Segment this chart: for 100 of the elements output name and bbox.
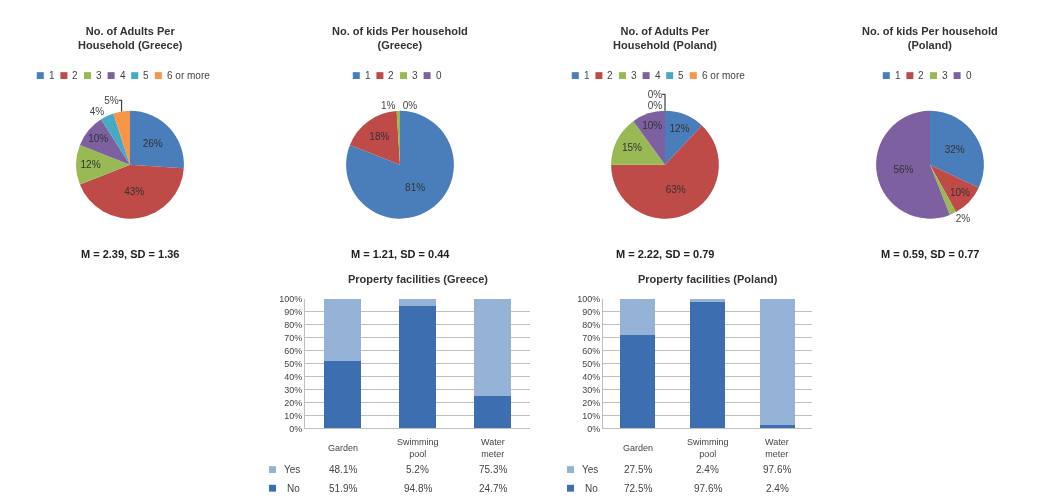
- legend-label: 3: [412, 70, 418, 81]
- text: 0%: [647, 99, 663, 111]
- pie-slice: [130, 110, 184, 169]
- x-tick-label: Swimming pool: [397, 437, 439, 459]
- chart-title: No. of Adults Per Household (Poland): [613, 25, 718, 52]
- legend-label: 0: [436, 70, 442, 81]
- legend-label: Yes: [582, 464, 599, 475]
- data-label: 10%: [642, 120, 663, 132]
- data-label: 12%: [80, 159, 101, 171]
- legend-label: 1: [49, 70, 55, 81]
- bar: [759, 299, 795, 426]
- y-tick-label: 90%: [582, 307, 601, 318]
- legend-label: 2: [607, 70, 613, 81]
- data-label: 2.4%: [696, 464, 719, 475]
- legend-label: 0: [966, 70, 972, 81]
- bar: [323, 361, 362, 429]
- pie-slice: [76, 144, 130, 185]
- bar: [473, 396, 512, 429]
- y-tick-label: 20%: [582, 397, 601, 408]
- data-label: 24.7%: [479, 483, 508, 494]
- text: M = 2.39, SD = 1.36: [81, 248, 180, 260]
- legend-label: 3: [631, 70, 637, 81]
- bar: [690, 299, 725, 303]
- data-label: 12%: [669, 122, 690, 134]
- legend-label: No: [287, 483, 301, 494]
- bar: [398, 305, 437, 429]
- bar: [620, 334, 656, 429]
- y-tick-label: 80%: [284, 320, 303, 331]
- data-label: 2.4%: [766, 483, 789, 494]
- y-tick-label: 90%: [284, 307, 303, 318]
- pie-slice: [113, 110, 130, 165]
- legend-label: 1: [365, 70, 371, 81]
- y-tick-label: 30%: [582, 384, 601, 395]
- legend-label: No: [585, 483, 599, 494]
- legend-label: 4: [120, 70, 126, 81]
- data-label: 2%: [955, 212, 971, 224]
- data-label: 18%: [369, 130, 390, 142]
- pie-slice: [930, 110, 984, 188]
- y-tick-label: 50%: [284, 358, 303, 369]
- legend-label: 6 or more: [702, 70, 746, 81]
- x-tick-label: Water meter: [765, 437, 789, 459]
- legend-label: 1: [584, 70, 590, 81]
- y-tick-label: 0%: [587, 423, 601, 434]
- legend-label: 2: [388, 70, 394, 81]
- data-label: 4%: [89, 105, 105, 117]
- data-label: 56%: [893, 164, 914, 176]
- data-label: 10%: [88, 133, 109, 145]
- legend-label: Yes: [284, 464, 301, 475]
- data-label: 75.3%: [479, 464, 508, 475]
- legend-label: 5: [143, 70, 149, 81]
- text: 0%: [647, 88, 663, 100]
- data-label: 94.8%: [404, 483, 433, 494]
- pie-slice: [665, 110, 702, 165]
- pie-slice: [346, 110, 454, 219]
- x-tick-label: Garden: [623, 443, 654, 453]
- y-tick-label: 30%: [284, 384, 303, 395]
- pie-slice: [349, 110, 400, 165]
- y-tick-label: 70%: [582, 333, 601, 344]
- bar: [323, 299, 362, 362]
- data-label: 15%: [621, 142, 643, 154]
- data-label: 27.5%: [624, 464, 653, 475]
- bar: [690, 302, 725, 429]
- x-tick-label: Garden: [328, 443, 359, 453]
- chart-title: Property facilities (Greece): [348, 273, 489, 285]
- data-label: 1%: [381, 99, 396, 111]
- data-label: 97.6%: [694, 483, 723, 494]
- x-tick-label: Swimming pool: [687, 437, 729, 459]
- text: M = 1.21, SD = 0.44: [351, 248, 451, 260]
- data-label: 26%: [142, 137, 163, 149]
- legend-label: 2: [918, 70, 924, 81]
- bar: [473, 299, 512, 397]
- legend-label: 5: [678, 70, 684, 81]
- y-tick-label: 50%: [582, 358, 601, 369]
- y-tick-label: 80%: [582, 320, 601, 331]
- chart-title: No. of Adults Per Household (Greece): [78, 25, 183, 52]
- y-tick-label: 10%: [284, 410, 303, 421]
- legend-label: 4: [655, 70, 661, 81]
- data-label: 10%: [949, 187, 971, 199]
- y-tick-label: 100%: [279, 294, 303, 305]
- data-label: 5.2%: [406, 464, 429, 475]
- y-tick-label: 10%: [582, 410, 601, 421]
- text: 0%: [402, 99, 418, 111]
- text: M = 0.59, SD = 0.77: [881, 248, 980, 260]
- bar: [759, 425, 795, 429]
- y-tick-label: 60%: [284, 345, 303, 356]
- y-tick-label: 100%: [577, 294, 601, 305]
- y-tick-label: 20%: [284, 397, 303, 408]
- data-label: 32%: [944, 143, 965, 155]
- y-tick-label: 0%: [289, 423, 303, 434]
- legend-label: 2: [72, 70, 78, 81]
- legend-label: 3: [96, 70, 102, 81]
- y-tick-label: 70%: [284, 333, 303, 344]
- y-tick-label: 60%: [582, 345, 601, 356]
- text: M = 2.22, SD = 0.79: [616, 248, 715, 260]
- data-label: 63%: [665, 184, 686, 195]
- data-label: 72.5%: [624, 483, 653, 494]
- y-tick-label: 40%: [582, 371, 601, 382]
- data-label: 43%: [124, 186, 145, 198]
- legend-label: 1: [895, 70, 901, 81]
- bar: [620, 299, 656, 335]
